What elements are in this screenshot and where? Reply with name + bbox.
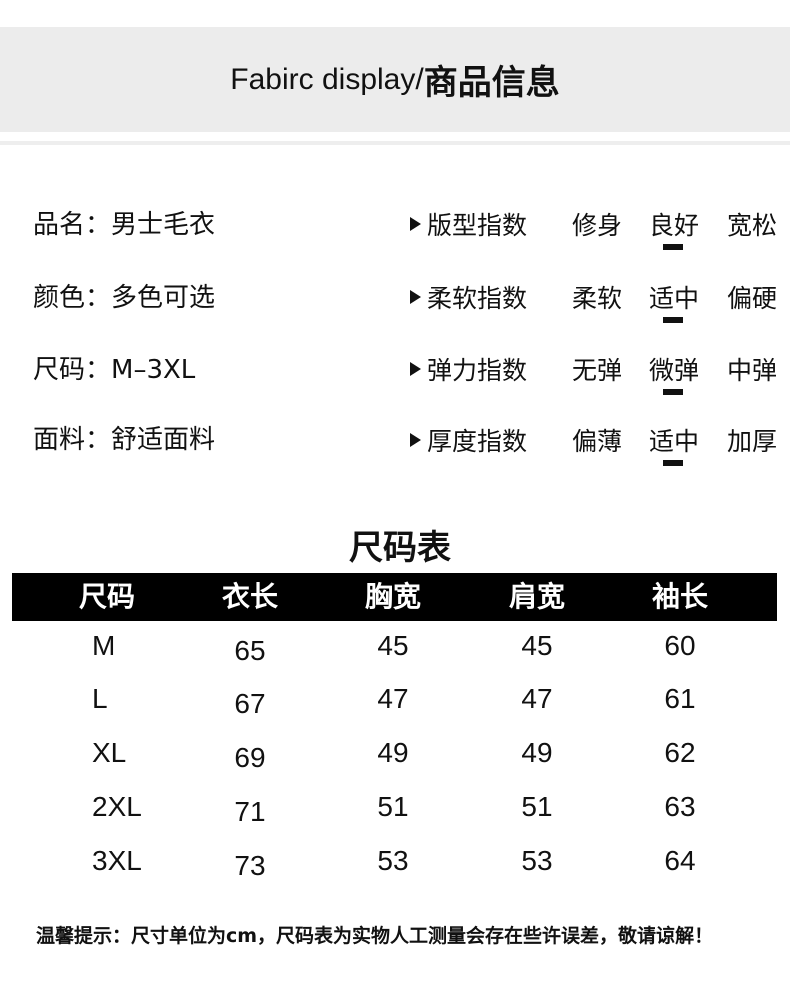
index-option: 良好 (649, 211, 700, 240)
table-cell: 3XL (92, 845, 142, 876)
table-cell: 67 (234, 688, 266, 719)
table-cell: L (92, 683, 108, 714)
table-cell: 47 (377, 683, 409, 714)
table-cell: 64 (664, 845, 696, 876)
index-option: 中弹 (727, 356, 778, 385)
selected-marker (663, 244, 683, 250)
table-cell: 49 (377, 737, 409, 768)
info-label: 面料： (33, 425, 112, 455)
table-cell: 71 (234, 796, 266, 827)
index-option: 无弹 (572, 356, 623, 385)
index-name: 厚度指数 (427, 427, 528, 456)
triangle-icon (410, 217, 421, 231)
table-cell: 62 (664, 737, 696, 768)
table-cell: 63 (664, 791, 696, 822)
table-header-cell: 衣长 (221, 580, 279, 613)
divider (0, 141, 790, 145)
table-cell: 47 (521, 683, 553, 714)
table-header-cell: 胸宽 (364, 580, 422, 613)
index-name: 版型指数 (427, 211, 528, 240)
index-0: 版型指数 (410, 211, 527, 241)
info-fabric: 面料：舒适面料 (33, 425, 215, 455)
info-label: 颜色： (33, 283, 112, 313)
index-option: 修身 (572, 211, 623, 240)
info-value: 男士毛衣 (111, 210, 216, 240)
index-option: 微弹 (649, 356, 700, 385)
info-label: 尺码： (33, 355, 112, 385)
triangle-icon (410, 362, 421, 376)
info-value: 多色可选 (111, 283, 216, 313)
info-value: 舒适面料 (111, 425, 216, 455)
info-size: 尺码：M–3XL (33, 355, 195, 385)
index-option: 偏硬 (727, 284, 778, 313)
info-value: M–3XL (111, 355, 196, 385)
note: 温馨提示：尺寸单位为cm，尺码表为实物人工测量会存在些许误差，敬请谅解！ (36, 925, 714, 947)
table-cell: M (92, 630, 116, 661)
index-option: 适中 (649, 427, 700, 456)
table-cell: 65 (234, 635, 266, 666)
info-label: 品名： (33, 210, 112, 240)
table-cell: 2XL (92, 791, 142, 822)
table-header-cell: 袖长 (651, 580, 709, 613)
table-cell: 60 (664, 630, 696, 661)
header-band (0, 27, 790, 132)
size-table-title: 尺码表 (349, 528, 451, 568)
info-color: 颜色：多色可选 (33, 283, 215, 313)
table-cell: 61 (664, 683, 696, 714)
index-option: 宽松 (727, 211, 778, 240)
triangle-icon (410, 433, 421, 447)
table-cell: 51 (521, 791, 553, 822)
index-2: 弹力指数 (410, 356, 527, 386)
table-header-cell: 肩宽 (508, 580, 566, 613)
table-cell: 53 (521, 845, 553, 876)
index-1: 柔软指数 (410, 284, 527, 314)
index-option: 加厚 (727, 427, 778, 456)
selected-marker (663, 389, 683, 395)
triangle-icon (410, 290, 421, 304)
table-cell: 69 (234, 742, 266, 773)
table-cell: 49 (521, 737, 553, 768)
info-name: 品名：男士毛衣 (33, 210, 215, 240)
table-cell: XL (92, 737, 127, 768)
index-option: 偏薄 (572, 427, 623, 456)
table-cell: 45 (377, 630, 409, 661)
selected-marker (663, 317, 683, 323)
title-en: Fabirc display/ (230, 62, 424, 96)
index-name: 柔软指数 (427, 284, 528, 313)
page-title: Fabirc display/商品信息 (0, 27, 790, 132)
index-option: 柔软 (572, 284, 623, 313)
size-table-header (12, 573, 777, 621)
table-cell: 45 (521, 630, 553, 661)
index-3: 厚度指数 (410, 427, 527, 457)
selected-marker (663, 460, 683, 466)
index-option: 适中 (649, 284, 700, 313)
index-name: 弹力指数 (427, 356, 528, 385)
table-cell: 51 (377, 791, 409, 822)
table-cell: 73 (234, 850, 266, 881)
table-cell: 53 (377, 845, 409, 876)
table-header-cell: 尺码 (78, 580, 136, 613)
title-cn: 商品信息 (423, 63, 560, 103)
